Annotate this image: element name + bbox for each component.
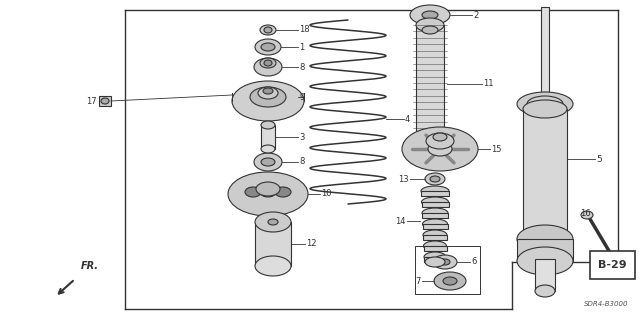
Ellipse shape: [416, 18, 444, 32]
Text: 3: 3: [299, 132, 305, 142]
Bar: [422, 202, 449, 207]
Text: 2: 2: [473, 11, 478, 19]
Ellipse shape: [424, 252, 446, 262]
Bar: [424, 257, 446, 262]
Ellipse shape: [517, 225, 573, 253]
Bar: [423, 235, 447, 240]
Ellipse shape: [263, 88, 273, 94]
Ellipse shape: [430, 176, 440, 182]
Bar: [422, 213, 448, 218]
Ellipse shape: [523, 235, 567, 253]
Ellipse shape: [523, 100, 567, 118]
Ellipse shape: [440, 259, 450, 265]
Text: 14: 14: [396, 217, 406, 226]
Bar: [517, 239, 573, 261]
Ellipse shape: [423, 230, 447, 240]
Ellipse shape: [422, 197, 449, 207]
Text: 15: 15: [491, 145, 502, 153]
Ellipse shape: [245, 187, 261, 197]
Ellipse shape: [255, 256, 291, 276]
Bar: [415, 246, 480, 294]
Ellipse shape: [260, 25, 276, 35]
Bar: [416, 25, 444, 141]
Bar: [590, 251, 635, 279]
Text: 9: 9: [299, 93, 304, 101]
Text: 7: 7: [415, 277, 421, 286]
Bar: [422, 224, 447, 229]
Ellipse shape: [422, 219, 447, 229]
Text: B-29: B-29: [598, 260, 627, 270]
Text: 5: 5: [596, 154, 602, 164]
Ellipse shape: [422, 11, 438, 19]
Ellipse shape: [261, 158, 275, 166]
Text: FR.: FR.: [81, 261, 99, 271]
Ellipse shape: [250, 87, 286, 107]
Ellipse shape: [261, 121, 275, 129]
Ellipse shape: [581, 211, 593, 219]
Ellipse shape: [424, 241, 447, 251]
Ellipse shape: [422, 208, 448, 218]
Bar: [535, 259, 555, 291]
Ellipse shape: [425, 173, 445, 185]
Ellipse shape: [255, 212, 291, 232]
Ellipse shape: [527, 96, 563, 112]
Text: 18: 18: [299, 26, 310, 34]
Text: 17: 17: [86, 97, 97, 106]
Ellipse shape: [260, 187, 276, 197]
Ellipse shape: [535, 285, 555, 297]
Ellipse shape: [264, 27, 272, 33]
Text: 8: 8: [299, 158, 305, 167]
Bar: [523, 109, 567, 244]
Ellipse shape: [275, 187, 291, 197]
Bar: [421, 191, 449, 196]
Bar: [424, 246, 447, 251]
Ellipse shape: [260, 58, 276, 68]
Bar: [261, 125, 275, 149]
Ellipse shape: [256, 182, 280, 196]
Ellipse shape: [261, 43, 275, 51]
Text: 8: 8: [299, 63, 305, 71]
Text: 13: 13: [398, 174, 409, 183]
Ellipse shape: [228, 172, 308, 216]
Text: SDR4-B3000: SDR4-B3000: [584, 301, 628, 307]
Ellipse shape: [261, 145, 275, 153]
Ellipse shape: [421, 186, 449, 196]
Ellipse shape: [410, 5, 450, 25]
Ellipse shape: [428, 142, 452, 156]
Text: 11: 11: [483, 79, 493, 88]
Ellipse shape: [258, 87, 278, 99]
Ellipse shape: [254, 153, 282, 171]
Ellipse shape: [517, 92, 573, 116]
Ellipse shape: [434, 272, 466, 290]
Ellipse shape: [422, 26, 438, 34]
Ellipse shape: [101, 98, 109, 104]
Ellipse shape: [443, 277, 457, 285]
Ellipse shape: [268, 219, 278, 225]
Bar: [99, 96, 111, 106]
Ellipse shape: [426, 133, 454, 149]
Ellipse shape: [517, 247, 573, 275]
Ellipse shape: [433, 255, 457, 269]
Ellipse shape: [433, 133, 447, 141]
Text: 1: 1: [299, 42, 304, 51]
Bar: [255, 222, 291, 266]
Ellipse shape: [254, 58, 282, 76]
Ellipse shape: [232, 81, 304, 121]
Text: 12: 12: [306, 240, 317, 249]
Text: 10: 10: [321, 189, 332, 198]
Ellipse shape: [425, 257, 445, 267]
Text: 6: 6: [471, 257, 476, 266]
Ellipse shape: [264, 60, 272, 66]
Ellipse shape: [255, 39, 281, 55]
Text: 4: 4: [405, 115, 410, 123]
Ellipse shape: [416, 134, 444, 148]
Bar: [541, 7, 549, 99]
Text: 16: 16: [580, 210, 591, 219]
Ellipse shape: [402, 127, 478, 171]
